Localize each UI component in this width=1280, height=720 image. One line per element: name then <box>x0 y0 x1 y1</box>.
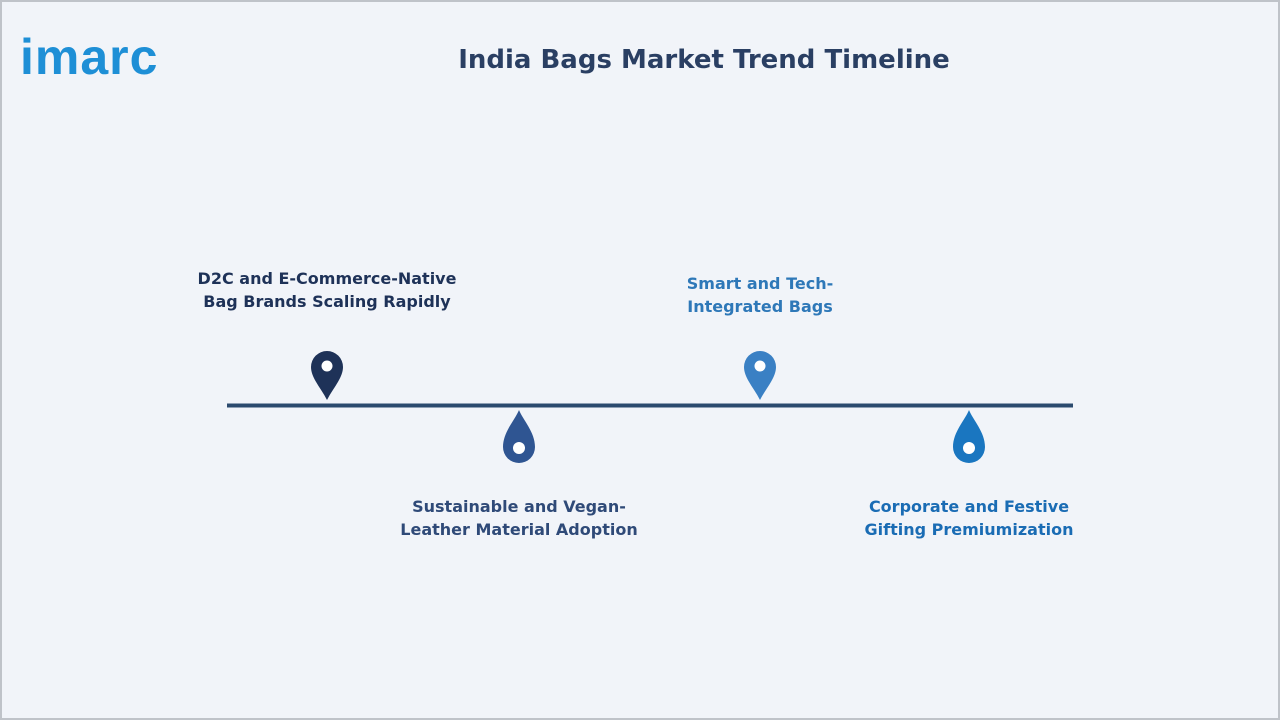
title: India Bags Market Trend Timeline <box>458 45 950 75</box>
item-label: Leather Material Adoption <box>400 520 637 539</box>
pin-dot <box>321 360 333 372</box>
pin <box>311 351 343 400</box>
pin <box>953 410 985 463</box>
logo: imarc <box>20 29 158 85</box>
pin-dot <box>963 442 975 454</box>
pin <box>503 410 535 463</box>
pin <box>744 351 776 400</box>
item-label: Smart and Tech- <box>687 274 833 293</box>
item-label: Bag Brands Scaling Rapidly <box>203 292 451 311</box>
item-label: Sustainable and Vegan- <box>412 497 626 516</box>
pin-dot <box>513 442 525 454</box>
item-label: Gifting Premiumization <box>865 520 1074 539</box>
item-label: D2C and E-Commerce-Native <box>198 269 457 288</box>
item-label: Corporate and Festive <box>869 497 1069 516</box>
item-label: Integrated Bags <box>687 297 832 316</box>
pin-dot <box>754 360 766 372</box>
